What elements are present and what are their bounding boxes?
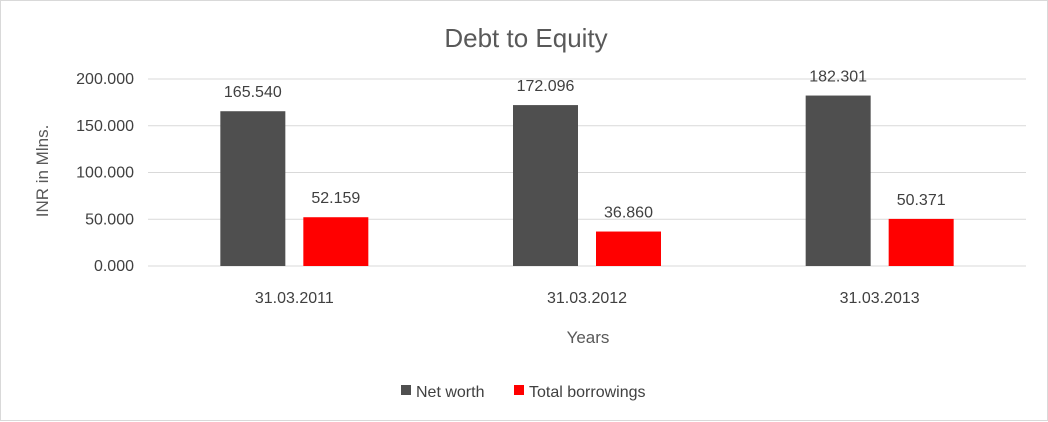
gridlines: [148, 78, 1026, 267]
data-label: 172.096: [517, 78, 575, 95]
bar-net-worth-1: [513, 105, 578, 266]
legend-swatch: [401, 385, 411, 395]
bar-total-borrowings-2: [888, 218, 954, 266]
bar-total-borrowings-0: [303, 217, 369, 266]
legend-label: Total borrowings: [529, 384, 646, 401]
y-axis-title: INR in Mlns.: [33, 125, 52, 218]
data-label: 182.301: [809, 69, 867, 86]
data-label: 36.860: [604, 205, 653, 222]
data-labels: 165.540 52.159 172.096 36.860 182.301 50.371: [224, 69, 946, 222]
x-axis-categories: 31.03.2011 31.03.2012 31.03.2013: [255, 290, 920, 307]
y-tick-label: 100.000: [76, 165, 134, 182]
x-category-label: 31.03.2011: [255, 290, 334, 307]
y-tick-label: 150.000: [76, 118, 134, 135]
legend-label: Net worth: [416, 384, 484, 401]
x-category-label: 31.03.2013: [840, 290, 920, 307]
x-axis-title: Years: [567, 328, 610, 347]
data-label: 50.371: [897, 192, 946, 209]
x-category-label: 31.03.2012: [547, 290, 627, 307]
data-label: 165.540: [224, 84, 282, 101]
legend: Net worth Total borrowings: [401, 384, 646, 401]
bar-net-worth-2: [805, 95, 871, 266]
y-tick-label: 200.000: [76, 71, 134, 88]
y-axis-ticks: 0.000 50.000 100.000 150.000 200.000: [76, 71, 134, 275]
y-tick-label: 50.000: [85, 211, 134, 228]
bar-net-worth-0: [220, 111, 286, 267]
data-label: 52.159: [311, 190, 360, 207]
bars: [220, 95, 954, 267]
legend-swatch: [514, 385, 524, 395]
y-tick-label: 0.000: [94, 258, 134, 275]
chart-title: Debt to Equity: [444, 23, 607, 53]
bar-total-borrowings-1: [596, 231, 661, 266]
